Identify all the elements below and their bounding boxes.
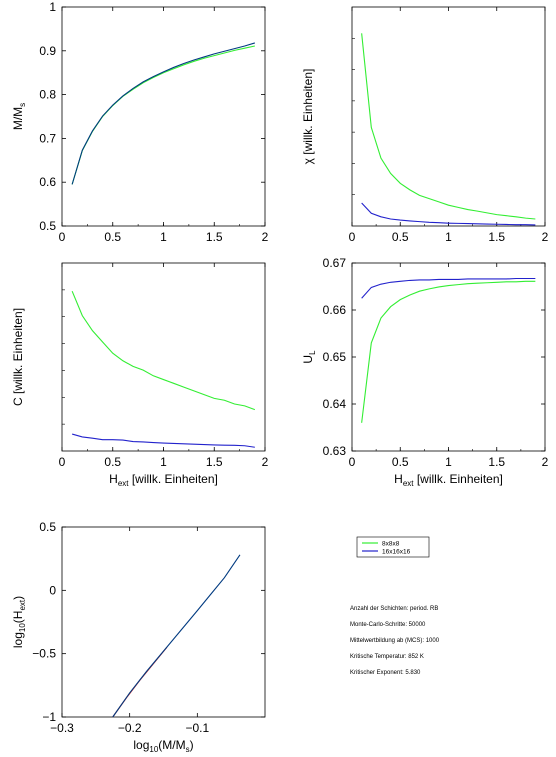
x-tick-label: 1 <box>160 455 167 469</box>
x-tick-label: −0.1 <box>185 721 209 735</box>
y-tick-label: 0.5 <box>39 219 56 233</box>
plot-frame <box>61 526 266 718</box>
series-line-1 <box>361 202 536 226</box>
x-tick-label: 0.5 <box>392 455 409 469</box>
info-averaging: Mittelwertbildung ab (MCS): 1000 <box>350 638 440 644</box>
y-tick-label: 0 <box>49 583 56 597</box>
x-tick-label: 1.5 <box>206 455 223 469</box>
x-tick-label: 1 <box>160 230 167 244</box>
x-axis-label: Hext [willk. Einheiten] <box>109 472 218 488</box>
y-tick-label: −0.5 <box>32 647 56 661</box>
y-tick-label: 0.8 <box>39 88 56 102</box>
chart-loglog: −0.3 −0.2 −0.1 −1 −0.5 0 0.5 log10(Hext) log10(M… <box>11 520 266 754</box>
series-line-0 <box>361 33 536 220</box>
y-tick-label: 0.6 <box>39 175 56 189</box>
y-axis-label: C [willk. Einheiten] <box>11 308 25 406</box>
series-line-0 <box>71 290 256 411</box>
y-tick-label: 0.64 <box>323 397 347 411</box>
y-tick-label: 0.67 <box>323 256 347 270</box>
y-tick-label: 1 <box>49 0 56 14</box>
x-tick-label: 0.5 <box>104 455 121 469</box>
x-tick-label: 2 <box>262 230 269 244</box>
chart-binder: 0 0.5 1 1.5 2 0.63 0.64 0.65 0.66 0.67 UL Hext [wil… <box>301 256 549 488</box>
x-tick-label: 0 <box>59 230 66 244</box>
x-tick-label: 2 <box>262 455 269 469</box>
plot-frame <box>61 262 266 452</box>
plot-frame <box>351 262 546 452</box>
x-tick-label: 0 <box>349 230 356 244</box>
series-line-1 <box>361 277 536 299</box>
legend-label: 8x8x8 <box>382 541 400 548</box>
y-axis-label: M/Ms <box>11 103 27 130</box>
info-layers: Anzahl der Schichten: period. RB <box>350 606 439 612</box>
y-axis-label: log10(Hext) <box>11 596 27 648</box>
y-axis-label: UL <box>301 350 317 364</box>
info-critical-exponent: Kritischer Exponent: 5.830 <box>350 670 421 676</box>
x-tick-label: 0.5 <box>104 230 121 244</box>
chart-susceptibility: 0 0.5 1 1.5 2 χ [willk. Einheiten] <box>301 6 549 244</box>
x-tick-label: 1.5 <box>206 230 223 244</box>
y-tick-label: −1 <box>42 710 56 724</box>
x-axis-label: Hext [willk. Einheiten] <box>394 472 503 488</box>
series-line-0 <box>361 280 536 423</box>
plot-frame <box>351 6 546 227</box>
y-tick-label: 0.5 <box>39 520 56 534</box>
x-tick-label: 2 <box>542 455 549 469</box>
y-tick-label: 0.9 <box>39 44 56 58</box>
plot-frame <box>61 6 266 227</box>
legend-label: 16x16x16 <box>382 549 411 556</box>
x-tick-label: 0.5 <box>392 230 409 244</box>
x-tick-label: 1.5 <box>488 455 505 469</box>
x-tick-label: 2 <box>542 230 549 244</box>
x-tick-label: 0 <box>59 455 66 469</box>
series-line-0 <box>112 646 168 718</box>
legend-box <box>356 536 430 558</box>
series-line-0 <box>71 45 255 185</box>
chart-specific_heat: 0 0.5 1 1.5 2 C [willk. Einheiten] Hext [willk… <box>11 262 269 488</box>
y-tick-label: 0.63 <box>323 444 347 458</box>
x-tick-label: 1 <box>445 230 452 244</box>
x-axis-label: log10(M/Ms) <box>133 738 193 754</box>
x-tick-label: −0.2 <box>118 721 142 735</box>
x-tick-label: 1 <box>445 455 452 469</box>
info-critical-temp: Kritische Temperatur: 852 K <box>350 654 424 660</box>
y-tick-label: 0.7 <box>39 131 56 145</box>
x-tick-label: −0.3 <box>50 721 74 735</box>
x-tick-label: 0 <box>349 455 356 469</box>
y-axis-label: χ [willk. Einheiten] <box>301 69 315 165</box>
x-tick-label: 1.5 <box>488 230 505 244</box>
y-tick-label: 0.65 <box>323 350 347 364</box>
y-tick-label: 0.66 <box>323 303 347 317</box>
series-line-1 <box>72 433 255 448</box>
series-line-1 <box>112 554 241 718</box>
chart-magnetization: 0 0.5 1 1.5 20.50.60.70.80.91M/Ms <box>11 0 269 244</box>
series-line-1 <box>71 42 256 185</box>
info-mc-steps: Monte-Carlo-Schritte: 50000 <box>350 622 426 628</box>
